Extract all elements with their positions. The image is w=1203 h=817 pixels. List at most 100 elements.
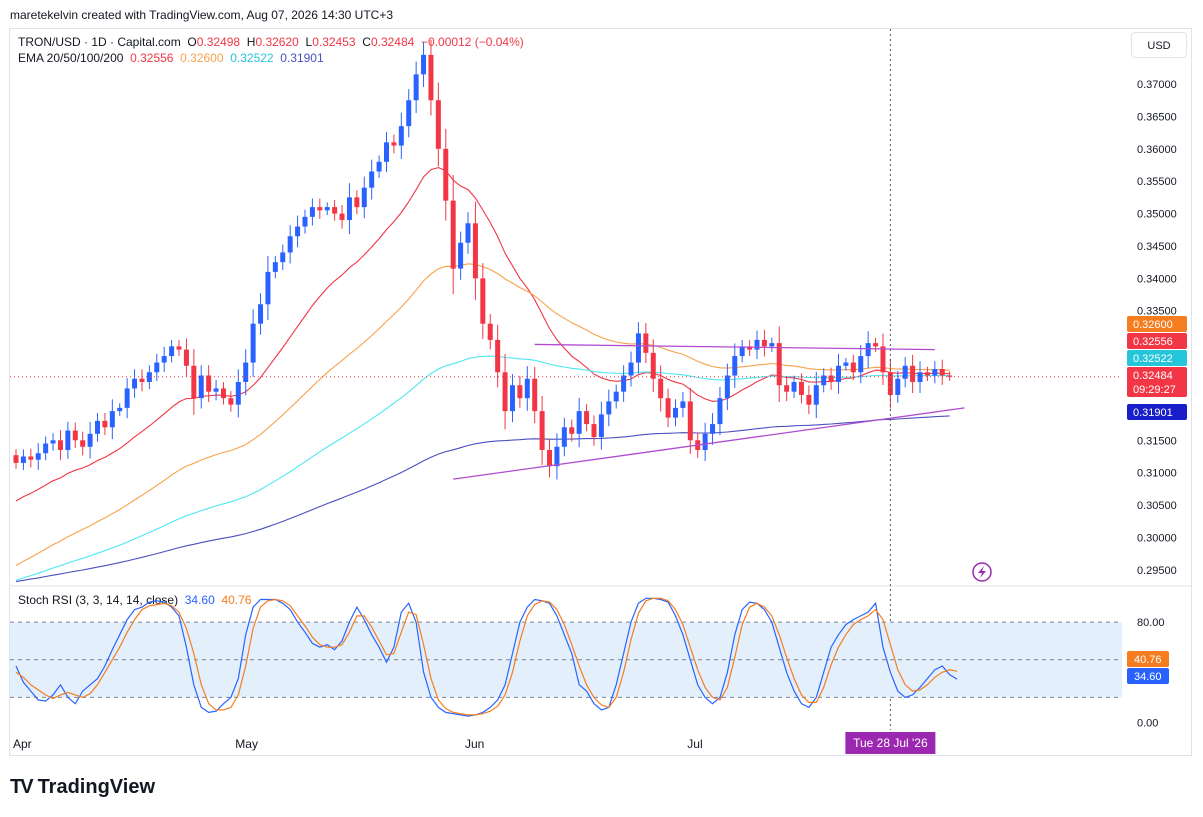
time-axis-label: Jun	[465, 737, 484, 751]
candle-body	[761, 339, 767, 347]
candle-body	[324, 207, 330, 211]
candle	[502, 354, 508, 430]
ema-legend[interactable]: EMA 20/50/100/200 0.32556 0.32600 0.3252…	[18, 51, 324, 65]
candle-body	[132, 378, 138, 389]
stoch-d-value: 40.76	[221, 593, 252, 607]
candle	[20, 449, 26, 471]
candle-body	[591, 424, 597, 438]
candle	[828, 367, 834, 390]
candle	[917, 361, 923, 393]
candle-body	[124, 388, 130, 408]
candle	[406, 89, 412, 138]
candle	[509, 374, 515, 423]
candle	[458, 231, 464, 280]
price-badge-text: 0.32484	[1133, 370, 1173, 382]
candle	[517, 375, 523, 408]
candle	[302, 209, 308, 234]
candle-body	[65, 430, 71, 450]
candle-body	[613, 391, 619, 402]
candle-body	[865, 343, 871, 357]
candle-body	[606, 401, 612, 415]
candle-body	[813, 385, 819, 405]
candle	[547, 438, 553, 478]
candle-body	[502, 372, 508, 412]
candle	[472, 201, 478, 300]
candle	[428, 39, 434, 116]
resistance-trendline	[534, 343, 935, 351]
candle-body	[902, 365, 908, 379]
candle-body	[806, 394, 812, 405]
candle-body	[880, 346, 886, 373]
candle	[250, 309, 256, 377]
candle	[198, 365, 204, 409]
candle-body	[406, 100, 412, 127]
price-badge: 0.32484 09:29:27	[1127, 367, 1187, 397]
candle-body	[413, 74, 419, 101]
candle-body	[213, 388, 219, 392]
candle-body	[924, 372, 930, 376]
candle-body	[784, 385, 790, 392]
price-badge: 0.31901	[1127, 404, 1187, 420]
candle	[435, 82, 441, 167]
candle	[346, 183, 352, 235]
candle-body	[272, 262, 278, 272]
price-badge-bg	[1127, 350, 1187, 366]
candle	[850, 354, 856, 381]
candle	[717, 387, 723, 436]
crosshair-date-text: Tue 28 Jul '26	[853, 736, 928, 750]
candle-body	[398, 126, 404, 146]
candle-body	[280, 252, 286, 263]
currency-button[interactable]: USD	[1131, 32, 1187, 58]
candle-body	[621, 375, 627, 392]
candle-body	[635, 333, 641, 363]
stoch-badge: 34.60	[1127, 668, 1169, 684]
candle-body	[450, 200, 456, 269]
candle	[769, 337, 775, 352]
candle-body	[146, 372, 152, 382]
candle-body	[95, 420, 101, 434]
candle-body	[80, 440, 86, 447]
lightning-icon-bolt	[978, 566, 986, 578]
price-badge: 0.32600	[1127, 316, 1187, 332]
candle-body	[391, 142, 397, 146]
candle-body	[243, 362, 249, 382]
candle	[169, 340, 175, 363]
candle-body	[139, 378, 145, 382]
candle-body	[769, 343, 775, 347]
tradingview-logo: TV TradingView	[10, 776, 155, 799]
crosshair-date-bg	[845, 732, 936, 754]
candle	[191, 349, 197, 415]
chart-frame[interactable]	[9, 28, 1192, 756]
ema20-value: 0.32556	[130, 51, 174, 65]
candle	[865, 331, 871, 368]
candle	[421, 42, 427, 87]
stoch-legend[interactable]: Stoch RSI (3, 3, 14, 14, close) 34.60 40…	[18, 593, 251, 607]
low-value: 0.32453	[312, 35, 356, 49]
candle-body	[250, 323, 256, 363]
close-label: C	[362, 35, 371, 49]
candle	[87, 422, 93, 459]
candle-body	[687, 401, 693, 441]
ema100-line	[15, 355, 950, 581]
candle-body	[828, 375, 834, 382]
candle-body	[50, 440, 56, 444]
symbol-legend[interactable]: TRON/USD · 1D · Capital.com O0.32498 H0.…	[18, 35, 524, 49]
candle-body	[102, 420, 108, 428]
candle-body	[495, 339, 501, 373]
stoch-badge-bg	[1127, 668, 1169, 684]
candle	[95, 412, 101, 442]
price-tick-label: 0.30500	[1137, 500, 1177, 512]
price-tick-label: 0.34000	[1137, 273, 1177, 285]
candle-body	[309, 207, 315, 217]
ema200-value: 0.31901	[280, 51, 324, 65]
stoch-label: Stoch RSI (3, 3, 14, 14, close)	[18, 593, 179, 607]
candle-body	[910, 365, 916, 382]
candle-body	[791, 381, 797, 392]
stoch-badge: 40.76	[1127, 651, 1169, 667]
candle-body	[376, 161, 382, 172]
candle-body	[258, 304, 264, 324]
price-tick-label: 0.36000	[1137, 144, 1177, 156]
candle	[139, 369, 145, 392]
price-tick-label: 0.37000	[1137, 79, 1177, 91]
